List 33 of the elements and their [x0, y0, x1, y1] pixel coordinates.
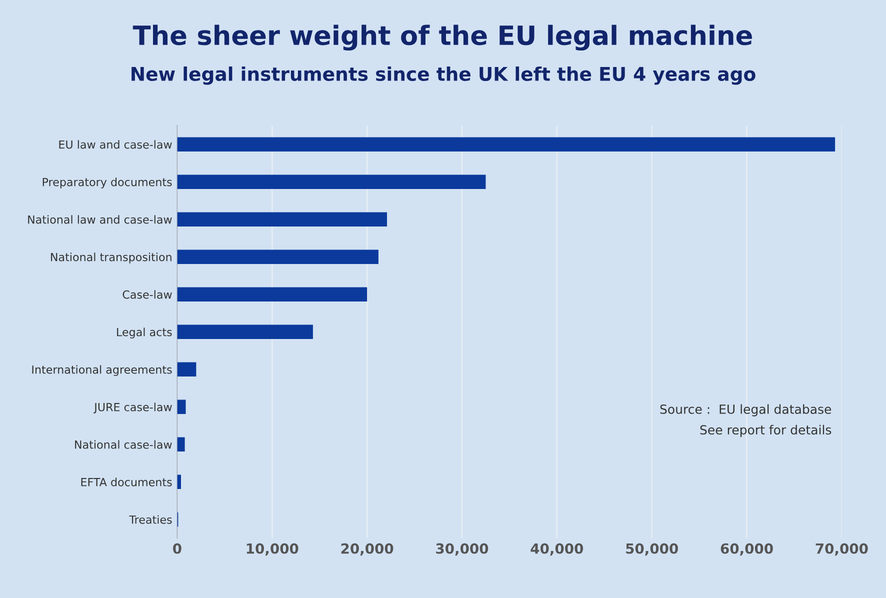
chart-subtitle: New legal instruments since the UK left the EU 4 years ago [132, 66, 756, 85]
y-tick-label: EU law and case-law [59, 140, 172, 149]
y-tick-label: National law and case-law [28, 215, 172, 224]
bar [177, 362, 196, 377]
y-tick-label: International agreements [32, 365, 172, 376]
bar [177, 212, 387, 226]
annotation: See report for details [700, 424, 832, 437]
bar [177, 400, 186, 414]
bar [177, 324, 313, 340]
x-tick-label: 30,000 [436, 543, 488, 556]
bar [177, 437, 185, 452]
y-tick-label: EFTA documents [81, 478, 172, 486]
annotation: Source : EU legal database [660, 404, 832, 416]
bar [177, 250, 378, 264]
x-tick-label: 10,000 [246, 543, 298, 556]
y-tick-label: Treaties [129, 515, 172, 524]
x-tick-label: 0 [173, 543, 182, 554]
y-tick-label: JURE case-law [94, 402, 172, 414]
bar [177, 474, 181, 490]
x-tick-label: 40,000 [530, 543, 584, 556]
y-tick-label: Preparatory documents [42, 178, 172, 188]
y-tick-label: National transposition [51, 252, 172, 264]
bar [177, 137, 836, 152]
x-tick-label: 50,000 [626, 543, 678, 556]
y-tick-label: Legal acts [117, 328, 172, 338]
chart-title: The sheer weight of the EU legal machine [132, 24, 752, 51]
bar [177, 174, 486, 189]
bar [177, 287, 368, 302]
x-tick-label: 60,000 [720, 543, 773, 556]
y-tick-label: Case-law [122, 290, 172, 299]
x-tick-label: 20,000 [341, 543, 394, 556]
x-tick-label: 70,000 [816, 543, 868, 556]
y-tick-label: National case-law [75, 440, 172, 449]
